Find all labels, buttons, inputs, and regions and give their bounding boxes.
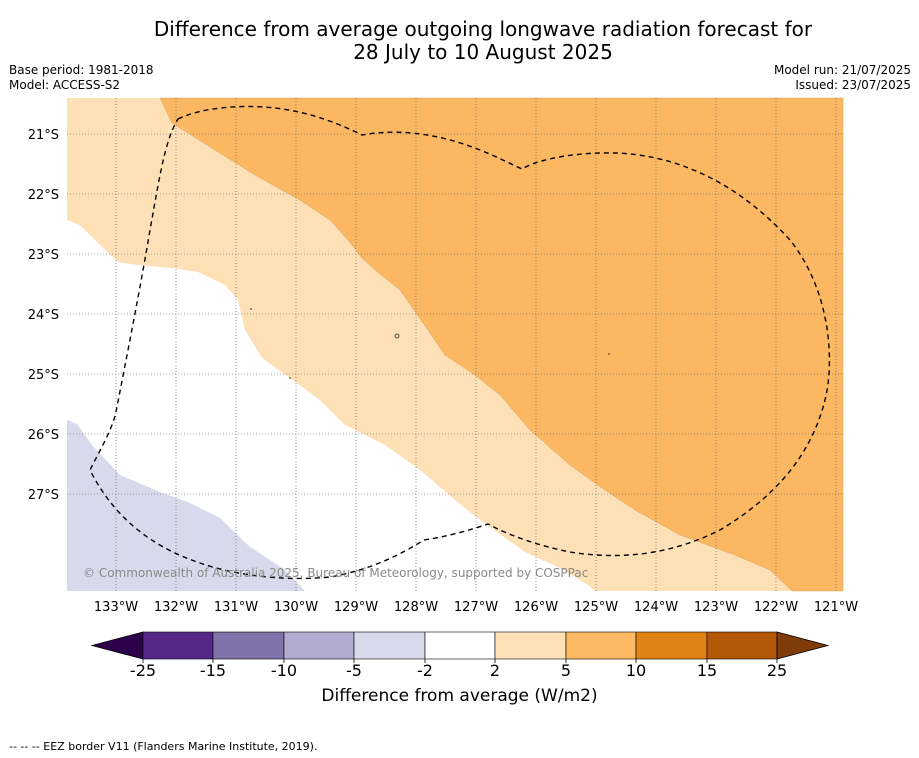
title-line-2: 28 July to 10 August 2025 bbox=[353, 40, 613, 64]
colorbar-segment bbox=[494, 631, 567, 660]
island-marker bbox=[250, 308, 252, 310]
lon-label: 130°W bbox=[274, 600, 318, 615]
base-period: Base period: 1981-2018 bbox=[9, 63, 154, 77]
lon-label: 127°W bbox=[454, 600, 498, 615]
colorbar-title: Difference from average (W/m2) bbox=[321, 686, 598, 706]
eez-legend-note: -- -- -- EEZ border V11 (Flanders Marine… bbox=[9, 740, 318, 753]
lat-label: 27°S bbox=[28, 488, 59, 503]
lon-label: 122°W bbox=[754, 600, 798, 615]
colorbar-segment bbox=[635, 631, 708, 660]
region-minus-5-to-minus-2 bbox=[67, 420, 305, 591]
island-marker bbox=[394, 333, 400, 339]
model-run: Model run: 21/07/2025 bbox=[773, 63, 911, 77]
colorbar-tick-label: -25 bbox=[130, 661, 156, 680]
colorbar-tick-label: -5 bbox=[346, 661, 362, 680]
region-plus-2-to-5 bbox=[67, 98, 792, 591]
colorbar-tick-label: 25 bbox=[767, 661, 787, 680]
lon-label: 124°W bbox=[634, 600, 678, 615]
colorbar-extend-max bbox=[776, 631, 830, 660]
meta-left: Base period: 1981-2018 Model: ACCESS-S2 bbox=[9, 63, 154, 93]
lat-label: 26°S bbox=[28, 428, 59, 443]
lon-label: 125°W bbox=[574, 600, 618, 615]
colorbar-segment bbox=[565, 631, 637, 660]
colorbar-segment bbox=[706, 631, 778, 660]
colorbar-tick-label: -10 bbox=[271, 661, 297, 680]
latitude-labels: 21°S 22°S 23°S 24°S 25°S 26°S 27°S bbox=[28, 128, 59, 503]
lat-label: 24°S bbox=[28, 308, 59, 323]
colorbar-extend-min bbox=[90, 631, 144, 660]
lon-label: 132°W bbox=[154, 600, 198, 615]
model-name: Model: ACCESS-S2 bbox=[9, 78, 121, 92]
colorbar-segment bbox=[212, 631, 285, 660]
region-plus-5-to-10 bbox=[159, 97, 844, 592]
title-line-1: Difference from average outgoing longwav… bbox=[153, 17, 813, 41]
colorbar-segment bbox=[142, 631, 214, 660]
lon-label: 133°W bbox=[94, 600, 138, 615]
colorbar-tick-label: -15 bbox=[200, 661, 226, 680]
lat-label: 21°S bbox=[28, 128, 59, 143]
island-marker bbox=[608, 353, 610, 355]
gridlines bbox=[67, 98, 843, 591]
meta-right: Model run: 21/07/2025 Issued: 23/07/2025 bbox=[774, 63, 911, 93]
lon-label: 131°W bbox=[214, 600, 258, 615]
lon-label: 126°W bbox=[514, 600, 558, 615]
colorbar-segment bbox=[283, 631, 355, 660]
copyright-text: © Commonwealth of Australia 2025, Bureau… bbox=[83, 566, 588, 580]
lon-label: 121°W bbox=[814, 600, 858, 615]
colorbar-segment bbox=[424, 631, 496, 660]
eez-border bbox=[89, 105, 831, 580]
colorbar-segment bbox=[353, 631, 426, 660]
colorbar-tick-label: 5 bbox=[561, 661, 571, 680]
colorbar-tick-label: 15 bbox=[697, 661, 717, 680]
longitude-labels: 133°W 132°W 131°W 130°W 129°W 128°W 127°W 126°W… bbox=[94, 600, 858, 615]
lon-label: 128°W bbox=[394, 600, 438, 615]
issued-date: Issued: 23/07/2025 bbox=[795, 78, 911, 92]
colorbar-tick-label: -2 bbox=[417, 661, 433, 680]
colorbar-tick-label: 2 bbox=[490, 661, 500, 680]
lon-label: 129°W bbox=[334, 600, 378, 615]
lon-label: 123°W bbox=[694, 600, 738, 615]
map-panel: © Commonwealth of Australia 2025, Bureau… bbox=[67, 97, 844, 592]
lat-label: 22°S bbox=[28, 188, 59, 203]
lat-label: 23°S bbox=[28, 248, 59, 263]
island-marker bbox=[289, 377, 291, 379]
lat-label: 25°S bbox=[28, 368, 59, 383]
colorbar: -25 -15 -10 -5 -2 2 5 10 15 25 bbox=[90, 631, 830, 680]
chart-title: Difference from average outgoing longwav… bbox=[0, 18, 919, 64]
colorbar-tick-label: 10 bbox=[626, 661, 646, 680]
